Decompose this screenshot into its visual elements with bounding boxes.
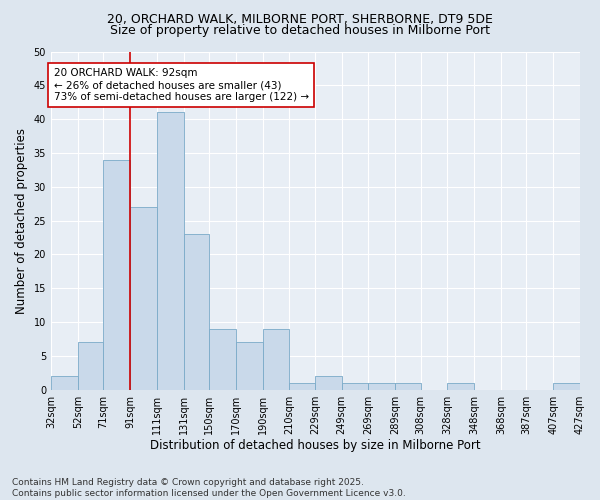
Bar bbox=[395, 383, 421, 390]
Bar bbox=[448, 383, 474, 390]
Text: Size of property relative to detached houses in Milborne Port: Size of property relative to detached ho… bbox=[110, 24, 490, 37]
Bar bbox=[289, 383, 315, 390]
Text: 20, ORCHARD WALK, MILBORNE PORT, SHERBORNE, DT9 5DE: 20, ORCHARD WALK, MILBORNE PORT, SHERBOR… bbox=[107, 12, 493, 26]
Bar bbox=[368, 383, 395, 390]
Bar bbox=[315, 376, 341, 390]
Y-axis label: Number of detached properties: Number of detached properties bbox=[15, 128, 28, 314]
Text: 20 ORCHARD WALK: 92sqm
← 26% of detached houses are smaller (43)
73% of semi-det: 20 ORCHARD WALK: 92sqm ← 26% of detached… bbox=[53, 68, 309, 102]
Text: Contains HM Land Registry data © Crown copyright and database right 2025.
Contai: Contains HM Land Registry data © Crown c… bbox=[12, 478, 406, 498]
X-axis label: Distribution of detached houses by size in Milborne Port: Distribution of detached houses by size … bbox=[150, 440, 481, 452]
Bar bbox=[209, 329, 236, 390]
Bar bbox=[157, 112, 184, 390]
Bar bbox=[130, 207, 157, 390]
Bar bbox=[78, 342, 103, 390]
Bar bbox=[103, 160, 130, 390]
Bar bbox=[553, 383, 580, 390]
Bar bbox=[184, 234, 209, 390]
Bar bbox=[263, 329, 289, 390]
Bar bbox=[236, 342, 263, 390]
Bar bbox=[341, 383, 368, 390]
Bar bbox=[51, 376, 78, 390]
